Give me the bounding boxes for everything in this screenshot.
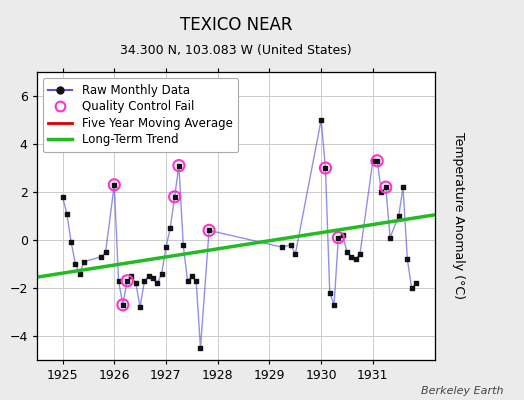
Point (287, 242, 295, 248)
Point (132, 280, 140, 286)
Point (373, 158, 381, 164)
Point (170, 194, 179, 200)
Point (102, 249, 110, 255)
Legend: Raw Monthly Data, Quality Control Fail, Five Year Moving Average, Long-Term Tren: Raw Monthly Data, Quality Control Fail, … (42, 78, 238, 152)
Point (291, 251, 300, 258)
Point (153, 280, 161, 286)
Point (334, 234, 343, 241)
Point (330, 302, 339, 308)
Point (170, 194, 179, 200)
Point (140, 278, 149, 284)
Point (403, 256, 411, 262)
Point (395, 213, 403, 219)
Point (149, 275, 157, 282)
Point (381, 184, 390, 190)
Point (166, 225, 174, 231)
Point (136, 304, 144, 310)
Point (183, 278, 192, 284)
Point (67, 239, 75, 246)
Point (119, 302, 127, 308)
Point (179, 242, 188, 248)
Point (334, 234, 343, 241)
Point (63, 210, 71, 217)
Point (321, 165, 330, 171)
Text: Berkeley Earth: Berkeley Earth (421, 386, 503, 396)
Point (58, 194, 67, 200)
Point (127, 273, 136, 279)
Point (110, 182, 118, 188)
Point (377, 189, 386, 195)
Point (412, 280, 420, 286)
Point (278, 244, 287, 250)
Point (162, 244, 170, 250)
Point (97, 254, 105, 260)
Point (321, 165, 330, 171)
Point (339, 232, 347, 238)
Y-axis label: Temperature Anomaly (°C): Temperature Anomaly (°C) (452, 132, 465, 300)
Point (123, 278, 132, 284)
Point (110, 182, 118, 188)
Point (188, 273, 196, 279)
Point (399, 184, 407, 190)
Point (347, 254, 355, 260)
Point (381, 184, 390, 190)
Point (71, 261, 80, 267)
Point (343, 249, 351, 255)
Point (123, 278, 132, 284)
Point (373, 158, 381, 164)
Point (158, 270, 166, 277)
Point (205, 227, 213, 234)
Point (75, 270, 84, 277)
Point (196, 345, 205, 351)
Point (192, 278, 200, 284)
Point (369, 158, 377, 164)
Text: 34.300 N, 103.083 W (United States): 34.300 N, 103.083 W (United States) (120, 44, 352, 57)
Point (386, 234, 394, 241)
Point (325, 290, 334, 296)
Text: TEXICO NEAR: TEXICO NEAR (180, 16, 292, 34)
Point (205, 227, 213, 234)
Point (114, 278, 123, 284)
Point (145, 273, 153, 279)
Point (317, 117, 325, 123)
Point (174, 162, 183, 169)
Point (356, 251, 364, 258)
Point (352, 256, 360, 262)
Point (408, 285, 416, 291)
Point (174, 162, 183, 169)
Point (80, 258, 89, 265)
Point (119, 302, 127, 308)
